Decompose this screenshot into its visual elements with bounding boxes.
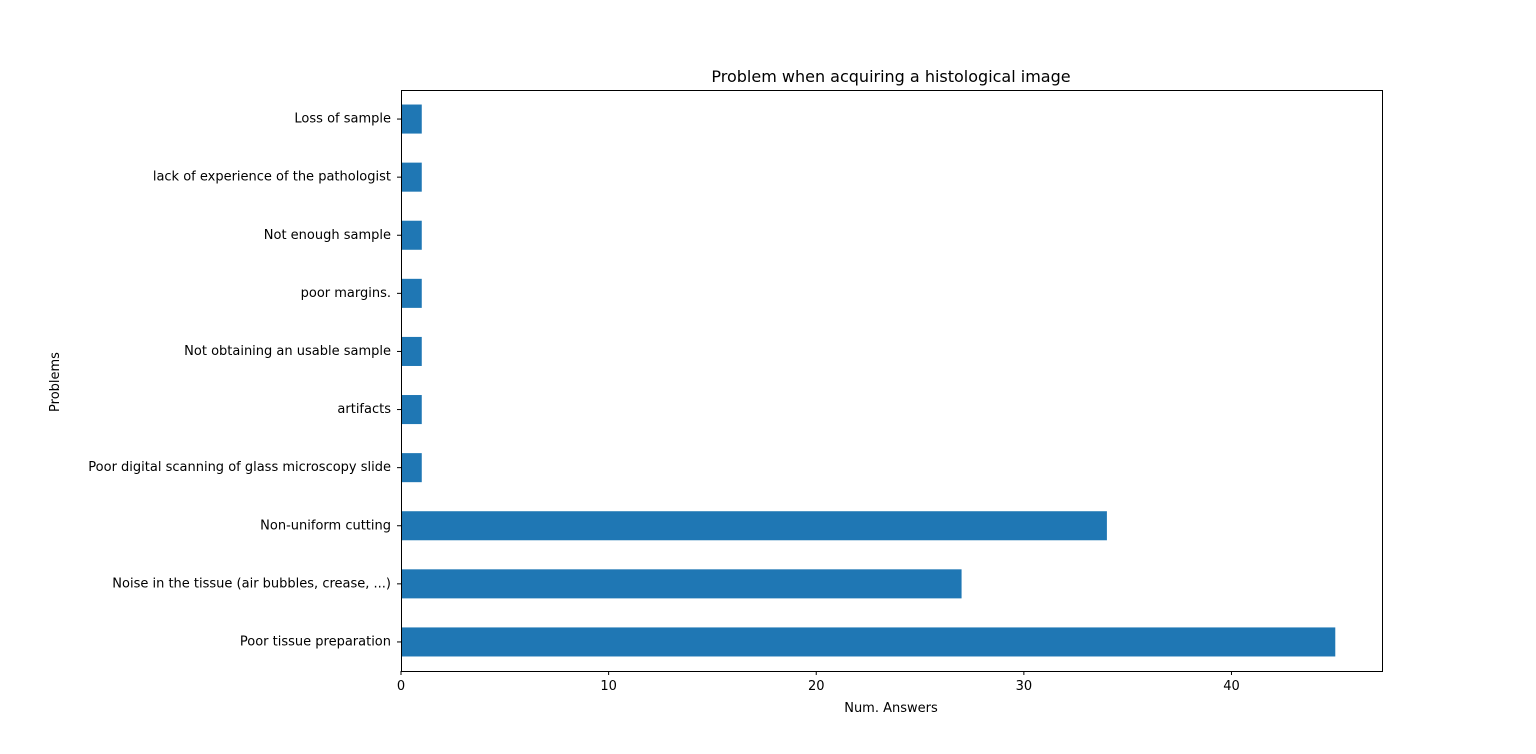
bar-poor-margins: [401, 278, 422, 308]
bar-artifacts: [401, 395, 422, 425]
bar-poor-digital-scanning-of-glass-microscopy-slide: [401, 453, 422, 483]
chart-title: Problem when acquiring a histological im…: [711, 67, 1070, 86]
x-axis-label: Num. Answers: [844, 701, 938, 716]
bar-noise-in-the-tissue-air-bubbles-crease: [401, 569, 962, 599]
y-tick-label: poor margins.: [301, 286, 391, 301]
bar-lack-of-experience-of-the-pathologist: [401, 162, 422, 192]
bar-loss-of-sample: [401, 104, 422, 134]
bars-group: [401, 104, 1336, 657]
y-tick-label: Noise in the tissue (air bubbles, crease…: [112, 576, 391, 591]
bar-non-uniform-cutting: [401, 511, 1107, 541]
plot-frame: [401, 90, 1383, 672]
y-tick-label: Not obtaining an usable sample: [184, 344, 391, 359]
y-tick-label: Poor digital scanning of glass microscop…: [88, 460, 391, 475]
x-tick-label: 10: [600, 679, 617, 694]
y-axis-ticks: Poor tissue preparation Noise in the tiss…: [88, 112, 401, 649]
y-axis-label: Problems: [48, 352, 63, 412]
bar-not-enough-sample: [401, 220, 422, 250]
bar-poor-tissue-preparation: [401, 627, 1336, 657]
x-tick-label: 40: [1223, 679, 1240, 694]
x-tick-label: 30: [1016, 679, 1033, 694]
y-tick-label: Poor tissue preparation: [240, 634, 391, 649]
y-tick-label: Non-uniform cutting: [260, 518, 391, 533]
x-tick-label: 20: [808, 679, 825, 694]
x-axis-ticks: 0 10 20 30 40: [397, 671, 1240, 694]
x-tick-label: 0: [397, 679, 405, 694]
y-tick-label: Not enough sample: [264, 228, 391, 243]
bar-not-obtaining-an-usable-sample: [401, 336, 422, 366]
y-tick-label: Loss of sample: [294, 112, 391, 127]
y-tick-label: artifacts: [337, 402, 391, 417]
y-tick-label: lack of experience of the pathologist: [153, 170, 391, 185]
